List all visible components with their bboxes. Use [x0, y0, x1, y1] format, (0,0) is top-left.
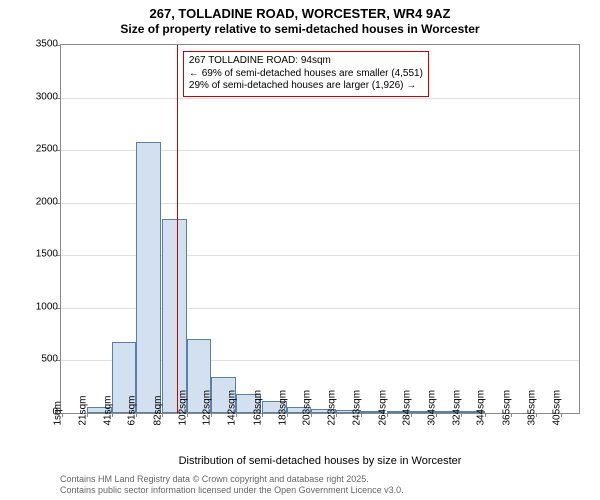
plot-area: 267 TOLLADINE ROAD: 94sqm← 69% of semi-d…	[60, 44, 580, 414]
histogram-bar	[162, 219, 187, 414]
ytick-label: 1000	[36, 301, 58, 312]
ytick-label: 2000	[36, 196, 58, 207]
ytick-label: 3500	[36, 39, 58, 50]
chart-title-sub: Size of property relative to semi-detach…	[0, 22, 600, 36]
chart-title-main: 267, TOLLADINE ROAD, WORCESTER, WR4 9AZ	[0, 6, 600, 21]
chart-container: 267, TOLLADINE ROAD, WORCESTER, WR4 9AZ …	[0, 0, 600, 500]
annotation-line-2: ← 69% of semi-detached houses are smalle…	[189, 68, 423, 81]
ytick-label: 1500	[36, 249, 58, 260]
annotation-line-3: 29% of semi-detached houses are larger (…	[189, 80, 423, 93]
footer-attribution: Contains HM Land Registry data © Crown c…	[60, 474, 404, 496]
annotation-line-1: 267 TOLLADINE ROAD: 94sqm	[189, 55, 423, 68]
gridline-h	[61, 98, 579, 99]
histogram-bar	[136, 142, 161, 413]
ytick-label: 2500	[36, 144, 58, 155]
ytick-label: 3000	[36, 91, 58, 102]
x-axis-label: Distribution of semi-detached houses by …	[60, 455, 580, 467]
annotation-line	[177, 45, 178, 413]
footer-line-1: Contains HM Land Registry data © Crown c…	[60, 474, 404, 485]
ytick-label: 500	[41, 354, 58, 365]
footer-line-2: Contains public sector information licen…	[60, 485, 404, 496]
annotation-box: 267 TOLLADINE ROAD: 94sqm← 69% of semi-d…	[183, 51, 429, 97]
